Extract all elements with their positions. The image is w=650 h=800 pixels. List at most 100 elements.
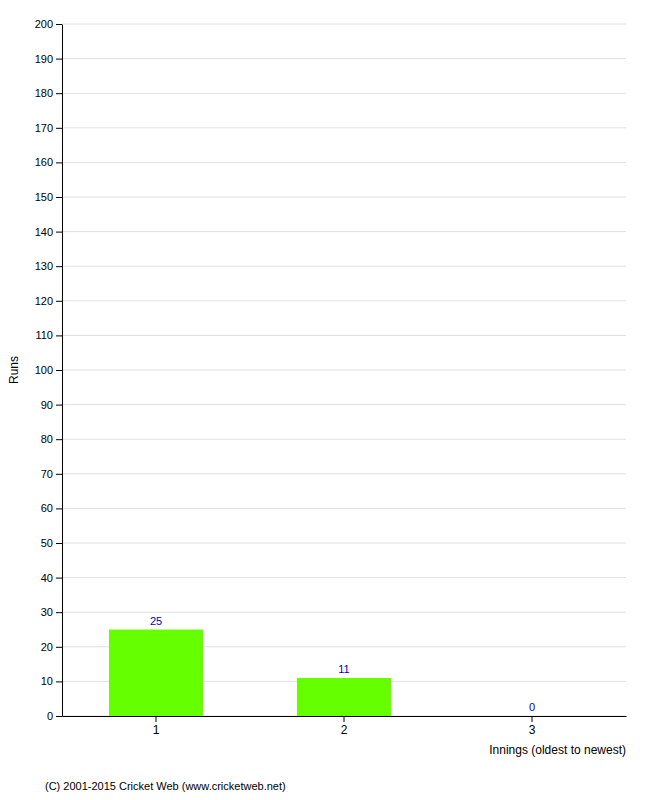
- y-tick: 200: [35, 18, 62, 30]
- tick-mark: [56, 197, 62, 198]
- tick-label: 190: [35, 53, 53, 65]
- tick-label: 110: [35, 329, 53, 341]
- y-axis: 0 10 20 30 40 50 60 70 80 90 100 110 120 130 140 150 160…: [35, 18, 63, 722]
- x-axis-title: Innings (oldest to newest): [489, 743, 626, 757]
- tick-mark: [56, 232, 62, 233]
- tick-mark: [56, 508, 62, 509]
- x-axis: 1 2 3: [63, 716, 627, 737]
- tick-label: 70: [41, 468, 53, 480]
- tick-label: 40: [41, 572, 53, 584]
- chart-svg: 2511012301020304050607080901001101201301…: [0, 0, 650, 800]
- grid-line: [62, 93, 626, 94]
- tick-mark: [56, 647, 62, 648]
- bar: [297, 678, 391, 716]
- data-label: 11: [338, 663, 349, 675]
- tick-mark: [56, 681, 62, 682]
- grid-line: [62, 335, 626, 336]
- x-tick: 1: [153, 716, 160, 737]
- grid-line: [62, 543, 626, 544]
- tick-label: 30: [41, 606, 53, 618]
- y-tick: 120: [35, 295, 62, 307]
- y-tick: 0: [47, 710, 62, 722]
- tick-label: 180: [35, 87, 53, 99]
- tick-label: 10: [41, 675, 53, 687]
- grid-line: [62, 404, 626, 405]
- tick-mark: [56, 162, 62, 163]
- grid-line: [62, 231, 626, 232]
- tick-mark: [56, 716, 62, 717]
- grid-line: [62, 197, 626, 198]
- tick-mark: [56, 266, 62, 267]
- grid-line: [62, 24, 626, 25]
- tick-mark: [56, 439, 62, 440]
- y-tick: 60: [41, 502, 62, 514]
- tick-mark: [156, 716, 157, 722]
- y-tick: 140: [35, 226, 62, 238]
- data-label: 25: [150, 615, 162, 627]
- tick-label: 60: [41, 502, 53, 514]
- tick-mark: [56, 543, 62, 544]
- y-tick: 70: [41, 468, 62, 480]
- grid-line: [62, 612, 626, 613]
- tick-mark: [56, 93, 62, 94]
- y-tick: 20: [41, 641, 62, 653]
- x-tick: 2: [341, 716, 348, 737]
- tick-mark: [56, 301, 62, 302]
- grid-line: [62, 508, 626, 509]
- tick-label: 160: [35, 156, 53, 168]
- tick-label: 0: [47, 710, 53, 722]
- grid-line: [62, 127, 626, 128]
- tick-label: 1: [153, 723, 160, 737]
- tick-mark: [56, 59, 62, 60]
- tick-mark: [56, 474, 62, 475]
- tick-mark: [56, 612, 62, 613]
- tick-mark: [56, 405, 62, 406]
- y-tick: 90: [41, 399, 62, 411]
- data-label: 0: [529, 701, 535, 713]
- plot-area: 2511012301020304050607080901001101201301…: [7, 18, 627, 757]
- y-tick: 130: [35, 260, 62, 272]
- tick-label: 170: [35, 122, 53, 134]
- grid-line: [62, 439, 626, 440]
- bar: [109, 630, 203, 717]
- axis-line: [62, 25, 63, 717]
- tick-label: 140: [35, 226, 53, 238]
- y-tick: 50: [41, 537, 62, 549]
- y-tick: 100: [35, 364, 62, 376]
- y-tick: 150: [35, 191, 62, 203]
- y-tick: 30: [41, 606, 62, 618]
- y-tick: 40: [41, 572, 62, 584]
- tick-mark: [56, 370, 62, 371]
- tick-label: 50: [41, 537, 53, 549]
- y-tick: 190: [35, 53, 62, 65]
- y-tick: 110: [35, 329, 62, 341]
- tick-label: 80: [41, 433, 53, 445]
- tick-label: 120: [35, 295, 53, 307]
- y-axis-title: Runs: [7, 356, 21, 384]
- tick-label: 150: [35, 191, 53, 203]
- y-tick: 160: [35, 156, 62, 168]
- tick-label: 130: [35, 260, 53, 272]
- bar: [485, 716, 579, 717]
- grid-line: [62, 266, 626, 267]
- tick-mark: [56, 335, 62, 336]
- tick-mark: [56, 578, 62, 579]
- tick-mark: [532, 716, 533, 722]
- tick-mark: [344, 716, 345, 722]
- grid-line: [62, 300, 626, 301]
- y-tick: 170: [35, 122, 62, 134]
- chart-container: 2511012301020304050607080901001101201301…: [0, 0, 650, 800]
- tick-label: 200: [35, 18, 53, 30]
- tick-mark: [56, 24, 62, 25]
- grid-line: [62, 58, 626, 59]
- y-tick: 10: [41, 675, 62, 687]
- tick-label: 2: [341, 723, 348, 737]
- marks: [109, 630, 391, 717]
- tick-mark: [56, 128, 62, 129]
- tick-label: 20: [41, 641, 53, 653]
- x-tick: 3: [529, 716, 536, 737]
- data-labels: 25 11 0: [150, 615, 535, 714]
- tick-label: 90: [41, 399, 53, 411]
- grid-line: [62, 577, 626, 578]
- grid-line: [62, 162, 626, 163]
